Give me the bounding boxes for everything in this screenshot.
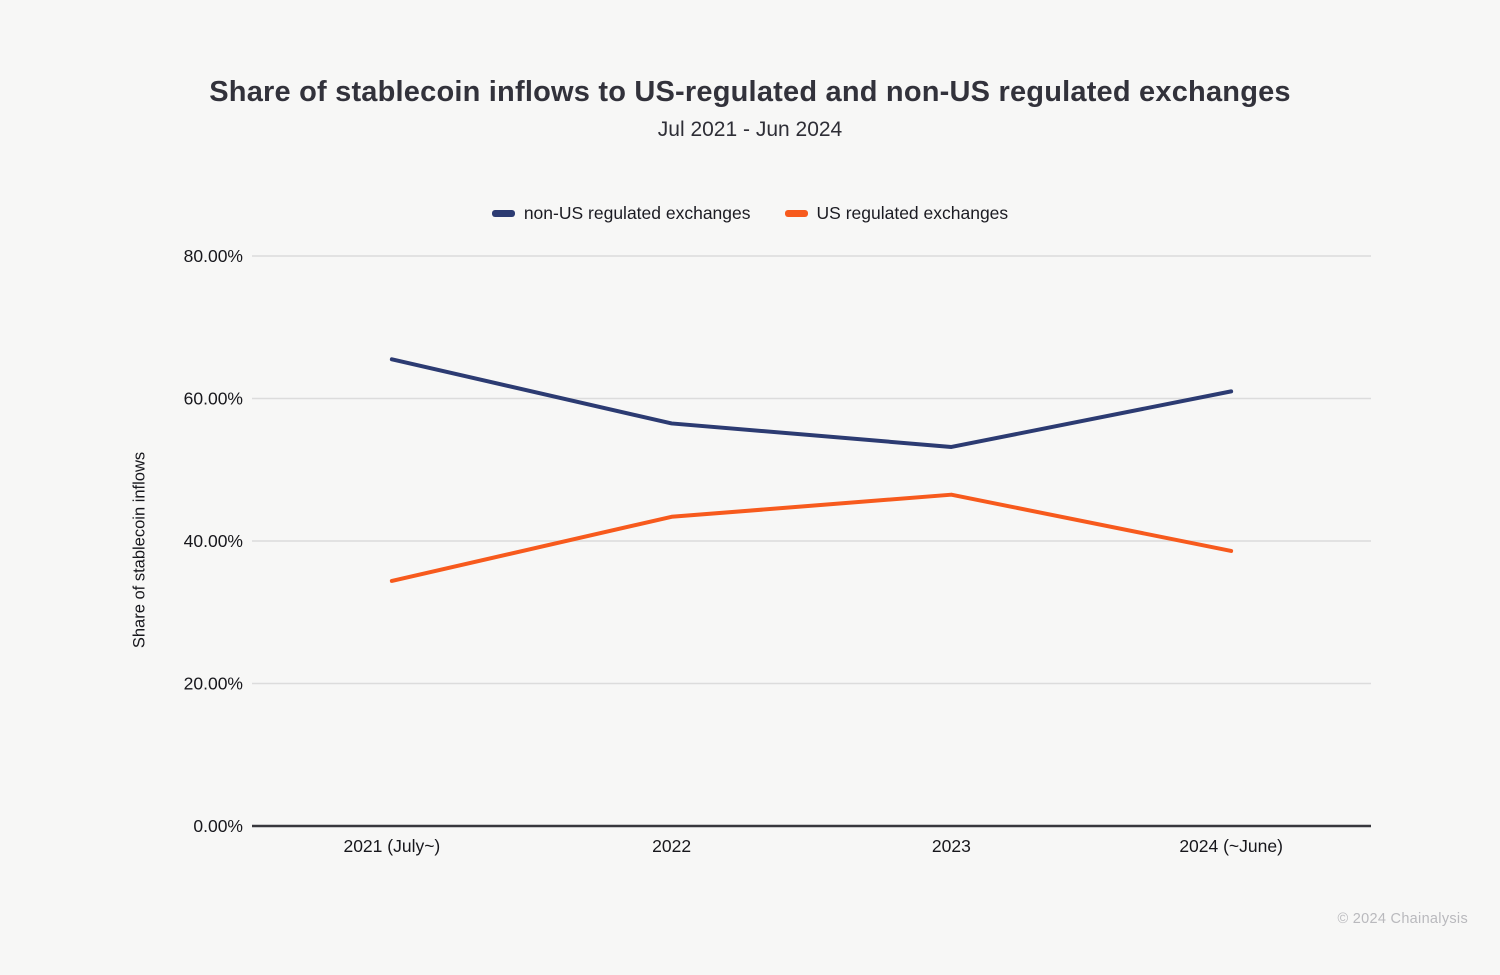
- legend: non-US regulated exchanges US regulated …: [0, 201, 1500, 225]
- x-tick-label: 2023: [932, 836, 971, 856]
- legend-label-non-us: non-US regulated exchanges: [523, 203, 751, 223]
- legend-item-non-us: non-US regulated exchanges: [491, 201, 751, 225]
- y-tick-label: 40.00%: [184, 531, 243, 551]
- y-tick-label: 20.00%: [184, 674, 243, 694]
- legend-label-us: US regulated exchanges: [816, 203, 1009, 223]
- y-tick-label: 60.00%: [184, 389, 243, 409]
- y-tick-label: 80.00%: [184, 246, 243, 266]
- legend-item-us: US regulated exchanges: [784, 201, 1009, 225]
- chart-title: Share of stablecoin inflows to US-regula…: [209, 76, 1291, 108]
- copyright-notice: © 2024 Chainalysis: [1337, 911, 1468, 927]
- x-tick-label: 2021 (July~): [343, 836, 440, 856]
- x-tick-label: 2024 (~June): [1179, 836, 1283, 856]
- chart-subtitle: Jul 2021 - Jun 2024: [657, 118, 843, 141]
- legend-swatch-non-us-icon: [491, 209, 515, 217]
- series-line-non-us: [389, 357, 1234, 449]
- y-tick-label: 0.00%: [193, 816, 243, 836]
- x-tick-label: 2022: [652, 836, 691, 856]
- series-line-us: [389, 492, 1234, 583]
- legend-swatch-us-icon: [784, 209, 808, 217]
